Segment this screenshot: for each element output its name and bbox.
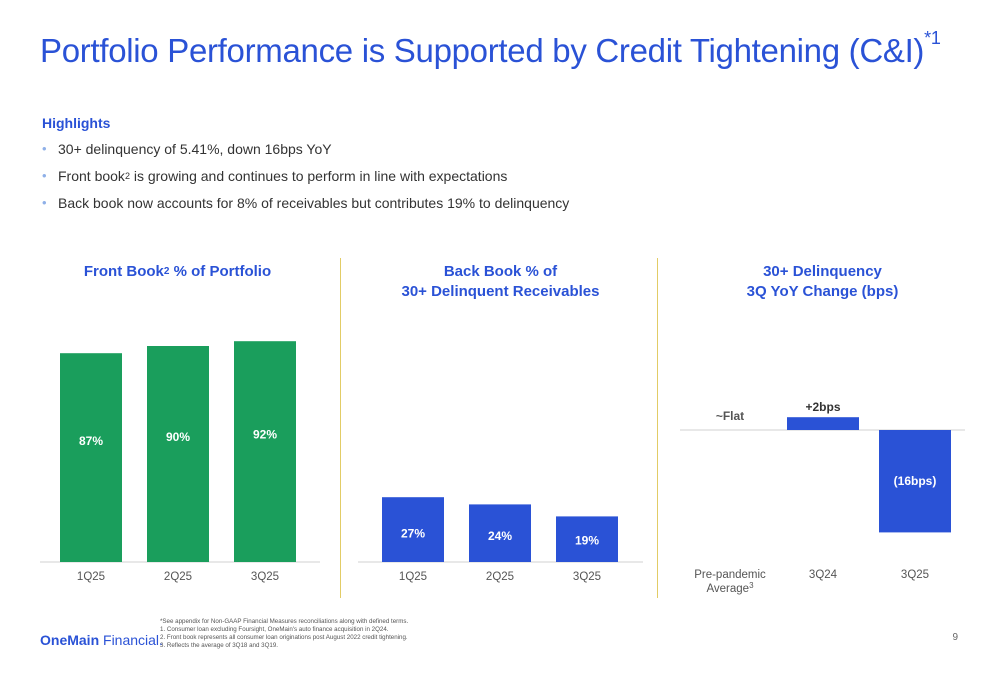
x-tick-label: Pre-pandemic: [694, 569, 766, 581]
bar: [787, 417, 859, 430]
bar-value-label: 87%: [79, 434, 103, 448]
x-tick-label: 1Q25: [77, 571, 105, 583]
bar-value-label: 27%: [401, 526, 425, 540]
front-book-bar-chart: 87% 1Q25 90% 2Q25 92% 3Q25: [40, 341, 320, 583]
bar: [879, 430, 951, 533]
x-tick-label: 2Q25: [164, 571, 192, 583]
panel-divider: [657, 258, 658, 598]
footnotes: *See appendix for Non-GAAP Financial Mea…: [160, 618, 408, 650]
bar-value-label: ~Flat: [716, 409, 744, 423]
title-footnote-marker: *1: [924, 28, 941, 48]
x-tick-label: 3Q25: [573, 571, 601, 583]
x-tick-label: 3Q24: [809, 569, 838, 581]
bar-value-label: 92%: [253, 427, 277, 441]
bar-value-label: 90%: [166, 430, 190, 444]
bar: [147, 346, 209, 562]
back-book-chart-title: Back Book % of 30+ Delinquent Receivable…: [401, 263, 600, 300]
footnote: 2. Front book represents all consumer lo…: [160, 634, 408, 641]
bar-value-label: (16bps): [894, 474, 937, 488]
highlights-list: 30+ delinquency of 5.41%, down 16bps YoY…: [42, 140, 569, 221]
bar: [469, 504, 531, 562]
bar-value-label: 24%: [488, 529, 512, 543]
x-tick-label: 3Q25: [251, 571, 279, 583]
back-book-bar-chart: 27% 1Q25 24% 2Q25 19% 3Q25: [358, 497, 643, 583]
page-title: Portfolio Performance is Supported by Cr…: [40, 28, 941, 69]
highlight-item: 30+ delinquency of 5.41%, down 16bps YoY: [42, 140, 569, 167]
bar: [60, 353, 122, 562]
highlight-item: Back book now accounts for 8% of receiva…: [42, 194, 569, 221]
panel-divider: [340, 258, 341, 598]
x-tick-label: 1Q25: [399, 571, 427, 583]
delinquency-chart-title: 30+ Delinquency 3Q YoY Change (bps): [746, 263, 899, 300]
bar-value-label: 19%: [575, 534, 599, 548]
highlights-heading: Highlights: [42, 115, 111, 131]
bar: [556, 516, 618, 562]
highlight-item: Front book2 is growing and continues to …: [42, 167, 569, 194]
footnote: 3. Reflects the average of 3Q18 and 3Q19…: [160, 642, 278, 649]
x-tick-label: 3Q25: [901, 569, 929, 581]
footnote: 1. Consumer loan excluding Foursight, On…: [160, 626, 389, 633]
front-book-chart-title: Front Book2 % of Portfolio: [83, 263, 272, 280]
bar-value-label: +2bps: [805, 400, 840, 414]
onemain-financial-logo: OneMain Financial.: [40, 632, 163, 648]
bar: [382, 497, 444, 562]
bar: [234, 341, 296, 562]
x-tick-label: 2Q25: [486, 571, 514, 583]
x-tick-label: Average3: [706, 581, 754, 595]
footnote: *See appendix for Non-GAAP Financial Mea…: [160, 618, 409, 625]
page-number: 9: [952, 632, 958, 643]
